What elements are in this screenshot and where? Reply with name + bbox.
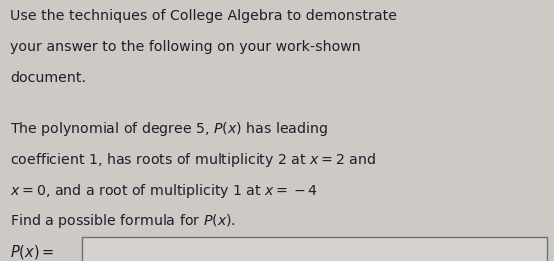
Text: your answer to the following on your work-shown: your answer to the following on your wor… [10,40,361,54]
Text: Use the techniques of College Algebra to demonstrate: Use the techniques of College Algebra to… [10,9,397,23]
Text: The polynomial of degree 5, $P(x)$ has leading: The polynomial of degree 5, $P(x)$ has l… [10,120,328,138]
Text: $x = 0$, and a root of multiplicity 1 at $x = -4$: $x = 0$, and a root of multiplicity 1 at… [10,182,318,200]
FancyBboxPatch shape [82,237,547,261]
Text: document.: document. [10,71,86,85]
Text: Find a possible formula for $P(x)$.: Find a possible formula for $P(x)$. [10,212,236,230]
Text: coefficient 1, has roots of multiplicity 2 at $x = 2$ and: coefficient 1, has roots of multiplicity… [10,151,376,169]
Text: $P(x) = $: $P(x) = $ [10,244,54,261]
